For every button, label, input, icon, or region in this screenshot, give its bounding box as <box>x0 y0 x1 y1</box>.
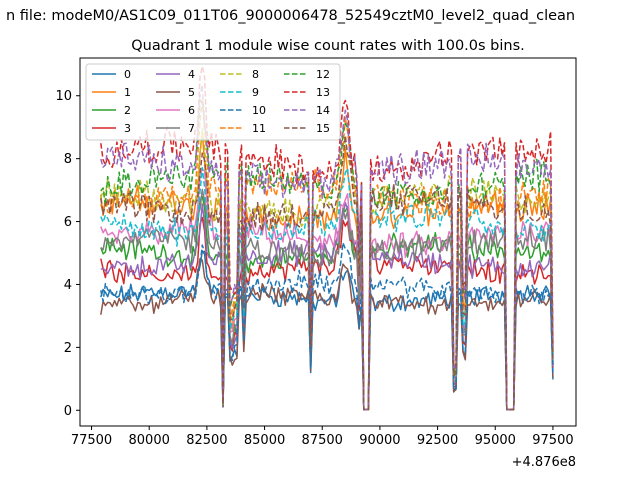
x-tick-label: 97500 <box>532 433 573 448</box>
series-line-14 <box>100 84 554 411</box>
legend-box <box>85 63 341 141</box>
legend-label: 5 <box>188 86 195 99</box>
chart-title: Quadrant 1 module wise count rates with … <box>131 38 525 54</box>
legend-label: 0 <box>124 68 131 81</box>
x-tick-label: 82500 <box>186 433 227 448</box>
series-line-5 <box>100 258 554 411</box>
series-line-15 <box>100 134 554 411</box>
y-tick-label: 4 <box>64 278 72 293</box>
series-line-4 <box>100 201 554 411</box>
series-line-3 <box>100 216 554 411</box>
x-tick-label: 85000 <box>244 433 285 448</box>
series-line-12 <box>100 99 554 411</box>
series-line-2 <box>100 195 554 411</box>
series-line-1 <box>100 130 554 411</box>
y-tick-label: 6 <box>64 215 72 230</box>
legend-label: 4 <box>188 68 195 81</box>
legend-label: 15 <box>316 122 330 135</box>
figure-suptitle: n file: modeM0/AS1C09_011T06_9000006478_… <box>6 8 575 24</box>
legend-label: 12 <box>316 68 330 81</box>
legend-label: 13 <box>316 86 330 99</box>
series-line-10 <box>100 241 554 411</box>
legend-label: 3 <box>124 122 131 135</box>
series-line-13 <box>100 65 554 411</box>
x-offset-label: +4.876e8 <box>512 455 576 470</box>
x-tick-label: 92500 <box>417 433 458 448</box>
legend-label: 1 <box>124 86 131 99</box>
x-tick-label: 87500 <box>302 433 343 448</box>
legend-label: 8 <box>252 68 259 81</box>
x-tick-label: 95000 <box>475 433 516 448</box>
y-tick-label: 0 <box>64 404 72 419</box>
x-tick-label: 77500 <box>71 433 112 448</box>
series-line-11 <box>100 97 554 411</box>
legend-label: 10 <box>252 104 266 117</box>
x-tick-label: 80000 <box>129 433 170 448</box>
y-tick-label: 8 <box>64 152 72 167</box>
legend-label: 14 <box>316 104 330 117</box>
x-tick-label: 90000 <box>359 433 400 448</box>
series-line-9 <box>100 166 554 411</box>
y-tick-label: 2 <box>64 341 72 356</box>
plot-frame <box>79 57 577 427</box>
y-tick-label: 10 <box>55 89 72 104</box>
series-line-8 <box>100 128 554 411</box>
legend-label: 6 <box>188 104 195 117</box>
legend-label: 9 <box>252 86 259 99</box>
legend-label: 11 <box>252 122 266 135</box>
legend-label: 2 <box>124 104 131 117</box>
axes-layer: 77500 80000 82500 85000 87500 90000 92500 95000… <box>55 89 573 448</box>
legend-label: 7 <box>188 122 195 135</box>
series-layer <box>100 65 554 411</box>
